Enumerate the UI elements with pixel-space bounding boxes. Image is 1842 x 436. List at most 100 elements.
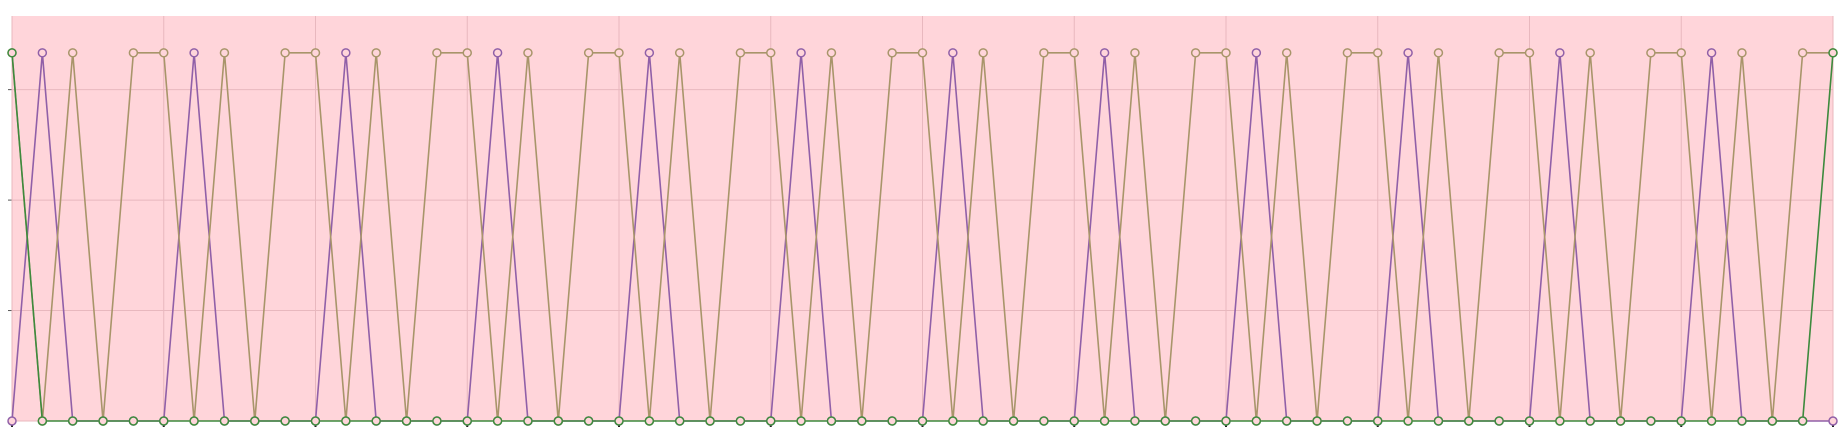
point-marker (280, 48, 290, 58)
point-marker (614, 416, 624, 426)
point-marker (371, 416, 381, 426)
point-marker (1555, 416, 1565, 426)
point-marker (1737, 48, 1747, 58)
point-marker (1281, 416, 1292, 426)
point-marker (341, 48, 351, 58)
point-marker (1099, 416, 1110, 426)
point-marker (857, 416, 867, 426)
point-marker (917, 416, 928, 426)
point-marker (128, 48, 139, 58)
point-marker (1190, 48, 1201, 58)
point-marker (1281, 48, 1292, 58)
point-marker (1221, 48, 1231, 58)
point-marker (1342, 416, 1353, 426)
point-marker (37, 416, 48, 426)
point-marker (917, 48, 928, 58)
point-marker (1585, 48, 1595, 58)
point-marker (1555, 48, 1565, 58)
point-marker (583, 48, 594, 58)
point-marker (1646, 416, 1656, 426)
point-marker (1524, 48, 1535, 58)
point-marker (978, 48, 988, 58)
point-marker (1676, 48, 1686, 58)
point-marker (887, 48, 897, 58)
point-marker (250, 416, 260, 426)
point-marker (310, 416, 321, 426)
point-marker (1039, 416, 1049, 426)
point-marker (7, 416, 17, 426)
point-marker (1342, 48, 1353, 58)
point-marker (1828, 416, 1838, 426)
point-marker (1797, 416, 1808, 426)
point-marker (7, 48, 17, 58)
point-marker (128, 416, 139, 426)
point-marker (735, 416, 746, 426)
point-marker (1130, 48, 1140, 58)
point-marker (492, 416, 503, 426)
point-marker (280, 416, 290, 426)
point-marker (1494, 416, 1504, 426)
point-marker (159, 48, 169, 58)
point-marker (67, 48, 78, 58)
point-marker (644, 48, 655, 58)
point-marker (67, 416, 78, 426)
point-marker (1676, 416, 1686, 426)
point-marker (553, 416, 564, 426)
point-marker (796, 48, 806, 58)
point-marker (1039, 48, 1049, 58)
point-marker (37, 48, 48, 58)
point-marker (1737, 416, 1747, 426)
point-marker (1069, 48, 1079, 58)
point-marker (1069, 416, 1079, 426)
point-marker (1615, 416, 1626, 426)
point-marker (1706, 416, 1717, 426)
point-marker (219, 416, 230, 426)
point-marker (1524, 416, 1535, 426)
point-marker (189, 416, 199, 426)
point-marker (887, 416, 897, 426)
point-marker (1160, 416, 1171, 426)
point-marker (189, 48, 199, 58)
point-marker (523, 48, 533, 58)
point-marker (462, 48, 472, 58)
point-marker (583, 416, 594, 426)
point-marker (492, 48, 503, 58)
point-marker (705, 416, 715, 426)
point-marker (1706, 48, 1717, 58)
point-marker (219, 48, 230, 58)
point-marker (1373, 416, 1383, 426)
point-marker (948, 48, 958, 58)
point-marker (674, 416, 685, 426)
point-marker (1646, 48, 1656, 58)
point-marker (735, 48, 746, 58)
point-marker (826, 48, 837, 58)
point-marker (1221, 416, 1231, 426)
point-marker (159, 416, 169, 426)
point-marker (1099, 48, 1110, 58)
point-marker (1797, 48, 1808, 58)
point-marker (1464, 416, 1474, 426)
point-marker (371, 48, 381, 58)
point-marker (1312, 416, 1322, 426)
point-marker (826, 416, 837, 426)
point-marker (1130, 416, 1140, 426)
point-marker (1494, 48, 1504, 58)
point-marker (432, 48, 442, 58)
point-marker (1373, 48, 1383, 58)
point-marker (1190, 416, 1201, 426)
point-marker (1767, 416, 1778, 426)
point-marker (1433, 48, 1444, 58)
point-marker (1251, 416, 1262, 426)
point-marker (1828, 48, 1838, 58)
point-marker (1403, 48, 1413, 58)
point-marker (1433, 416, 1444, 426)
point-marker (310, 48, 321, 58)
point-marker (1008, 416, 1019, 426)
point-marker (98, 416, 108, 426)
point-marker (523, 416, 533, 426)
point-marker (796, 416, 806, 426)
point-marker (978, 416, 988, 426)
point-marker (1403, 416, 1413, 426)
point-marker (1251, 48, 1262, 58)
